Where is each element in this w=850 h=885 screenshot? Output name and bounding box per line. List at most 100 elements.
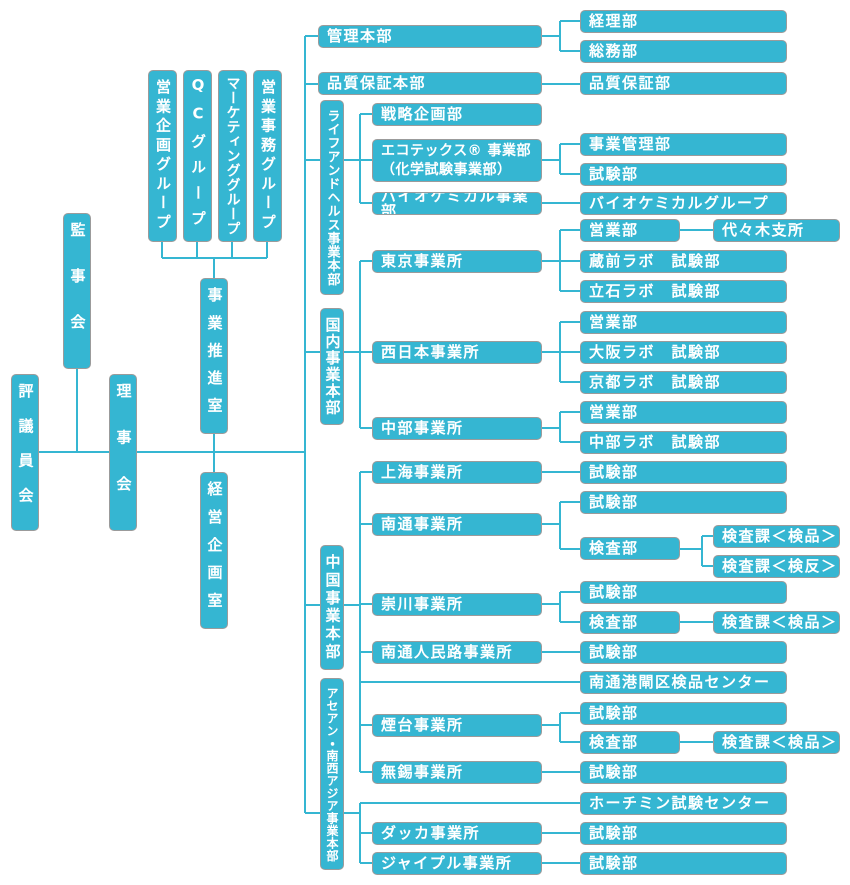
node-label: 検査部 bbox=[589, 733, 639, 751]
node-label: バイオケミカルグループ bbox=[589, 194, 770, 212]
connector-line bbox=[196, 242, 198, 258]
connector-line bbox=[542, 260, 560, 262]
node-hyogiinkai: 評議員会 bbox=[11, 374, 39, 531]
connector-line bbox=[560, 712, 580, 714]
connector-line bbox=[542, 427, 560, 429]
connector-line bbox=[542, 159, 560, 161]
connector-line bbox=[702, 535, 713, 537]
node-label: 試験部 bbox=[589, 643, 639, 661]
connector-line bbox=[360, 651, 372, 653]
node-shiken-bu-sosen: 試験部 bbox=[580, 581, 787, 604]
node-kuramae-lab-shiken-bu: 蔵前ラボ 試験部 bbox=[580, 250, 787, 273]
node-label: 試験部 bbox=[589, 763, 639, 781]
connector-line bbox=[542, 603, 560, 605]
node-senryaku-kikaku-bu: 戦略企画部 bbox=[372, 103, 542, 126]
node-eigyo-bu-chubu: 営業部 bbox=[580, 401, 787, 424]
node-eigyo-bu-tokyo: 営業部 bbox=[580, 219, 680, 242]
node-nishinihon-jigyosho: 西日本事業所 bbox=[372, 341, 542, 364]
node-chugoku-jigyo-honbu: 中国事業本部 bbox=[320, 545, 344, 670]
node-label: 事業管理部 bbox=[589, 135, 672, 153]
node-jigyo-kanri-bu: 事業管理部 bbox=[580, 133, 787, 156]
node-eigyo-bu-nishinihon: 営業部 bbox=[580, 311, 787, 334]
node-label: アセアン・南西アジア事業本部 bbox=[325, 686, 339, 862]
node-label: 試験部 bbox=[589, 493, 639, 511]
connector-line bbox=[305, 159, 320, 161]
node-label: 検査課＜検品＞ bbox=[722, 613, 838, 631]
node-hinshitsu-hosho-bu: 品質保証部 bbox=[580, 72, 787, 95]
node-mushaku-jigyosho: 無錫事業所 bbox=[372, 761, 542, 784]
node-label: エコテックス® 事業部 （化学試験事業部） bbox=[381, 142, 531, 178]
connector-line bbox=[680, 621, 713, 623]
connector-line bbox=[360, 681, 580, 683]
connector-line bbox=[360, 603, 372, 605]
node-kensaka-kentan-nantong: 検査課＜検反＞ bbox=[713, 555, 840, 578]
node-biochemical-jigyobu: バイオケミカル事業部 bbox=[372, 192, 542, 215]
node-kensa-bu-entai: 検査部 bbox=[580, 731, 680, 754]
connector-line bbox=[560, 411, 580, 413]
node-shanghai-jigyosho: 上海事業所 bbox=[372, 461, 542, 484]
node-label: 理事会 bbox=[114, 383, 133, 522]
node-label: 試験部 bbox=[589, 583, 639, 601]
node-kanri-honbu: 管理本部 bbox=[318, 25, 542, 48]
connector-line bbox=[560, 591, 580, 593]
connector-line bbox=[560, 441, 580, 443]
connector-line bbox=[39, 451, 305, 453]
node-biochemical-group: バイオケミカルグループ bbox=[580, 192, 787, 215]
connector-line bbox=[360, 862, 372, 864]
node-label: 監事会 bbox=[68, 222, 87, 360]
connector-line bbox=[680, 229, 713, 231]
connector-line bbox=[305, 83, 318, 85]
node-ecotex-jigyobu: エコテックス® 事業部 （化学試験事業部） bbox=[372, 139, 542, 182]
connector-line bbox=[360, 113, 372, 115]
node-label: ライフアンドヘルス事業本部 bbox=[324, 109, 340, 286]
connector-line bbox=[542, 523, 560, 525]
connector-line bbox=[542, 351, 560, 353]
node-shiken-bu-ecotex: 試験部 bbox=[580, 163, 787, 186]
connector-line bbox=[231, 242, 233, 258]
node-label: 検査課＜検品＞ bbox=[722, 527, 838, 545]
node-keiei-kikaku-shitsu: 経営企画室 bbox=[200, 472, 228, 629]
connector-line bbox=[559, 502, 561, 549]
node-label: 品質保証部 bbox=[589, 74, 672, 92]
connector-line bbox=[560, 143, 580, 145]
node-label: 中部事業所 bbox=[381, 419, 464, 437]
connector-line bbox=[360, 260, 372, 262]
connector-line bbox=[542, 471, 580, 473]
connector-line bbox=[344, 351, 360, 353]
connector-line bbox=[680, 741, 713, 743]
node-label: 試験部 bbox=[589, 854, 639, 872]
node-label: 経営企画室 bbox=[205, 481, 224, 620]
node-kensa-bu-nantong: 検査部 bbox=[580, 537, 680, 560]
connector-line bbox=[560, 741, 580, 743]
node-label: 営業部 bbox=[589, 221, 639, 239]
node-dhaka-jigyosho: ダッカ事業所 bbox=[372, 822, 542, 845]
connector-line bbox=[542, 35, 560, 37]
node-kokunai-jigyo-honbu: 国内事業本部 bbox=[320, 308, 344, 425]
node-label: 南通人民路事業所 bbox=[381, 643, 514, 661]
node-label: 検査部 bbox=[589, 613, 639, 631]
node-label: 評議員会 bbox=[16, 383, 35, 522]
connector-line bbox=[360, 471, 372, 473]
node-label: 東京事業所 bbox=[381, 252, 464, 270]
node-label: ダッカ事業所 bbox=[381, 824, 481, 842]
connector-line bbox=[360, 724, 372, 726]
connector-line bbox=[305, 351, 320, 353]
node-somu-bu: 総務部 bbox=[580, 40, 787, 63]
node-label: 京都ラボ 試験部 bbox=[589, 373, 722, 391]
node-label: 崇川事業所 bbox=[381, 595, 464, 613]
connector-line bbox=[213, 434, 215, 472]
connector-line bbox=[305, 812, 320, 814]
node-label: ジャイプル事業所 bbox=[381, 854, 513, 872]
node-label: 大阪ラボ 試験部 bbox=[589, 343, 722, 361]
node-nantong-jinminro-jigyosho: 南通人民路事業所 bbox=[372, 641, 542, 664]
node-label: 試験部 bbox=[589, 165, 639, 183]
node-label: 国内事業本部 bbox=[323, 317, 342, 416]
connector-line bbox=[559, 713, 561, 742]
node-sosen-jigyosho: 崇川事業所 bbox=[372, 593, 542, 616]
connector-line bbox=[560, 173, 580, 175]
node-label: 営業部 bbox=[589, 313, 639, 331]
node-yoyogi-shisho: 代々木支所 bbox=[713, 219, 840, 242]
node-entai-jigyosho: 煙台事業所 bbox=[372, 714, 542, 737]
node-shiken-bu-shanghai: 試験部 bbox=[580, 461, 787, 484]
